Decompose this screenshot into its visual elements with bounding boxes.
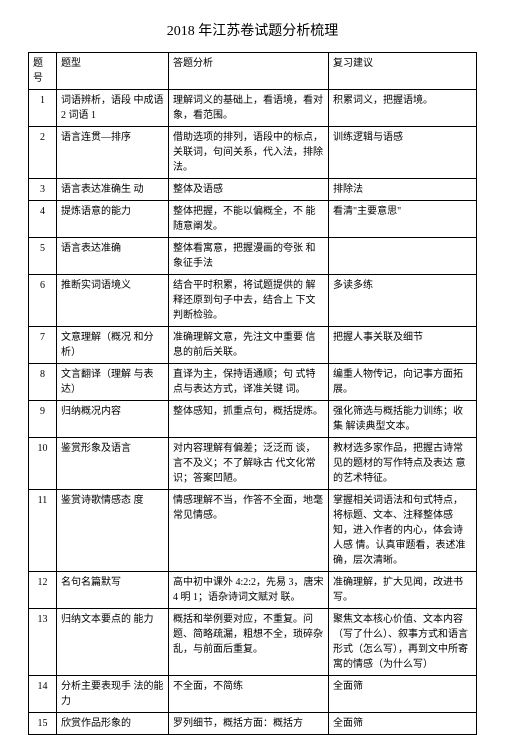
cell-type: 推断实词语境义 xyxy=(57,275,169,327)
cell-analysis: 准确理解文意，先注文中重要 信息的前后关联。 xyxy=(169,327,329,364)
cell-num: 10 xyxy=(29,438,57,490)
cell-analysis: 罗列细节，概括方面：概括方 xyxy=(169,713,329,735)
cell-type: 名句名篇默写 xyxy=(57,572,169,609)
cell-analysis: 情感理解不当，作答不全面，地毫常见情感。 xyxy=(169,490,329,572)
cell-analysis: 直译为主，保持语通顺；句 式特点与表达方式，译准关键 词。 xyxy=(169,364,329,401)
cell-advice: 排除法 xyxy=(329,179,477,201)
table-row: 5语言表达准确整体看寓意，把握漫画的夸张 和象征手法 xyxy=(29,238,477,275)
table-row: 6推断实词语境义结合平时积累，将试题提供的 解释还原到句子中去，结合上 下文判断… xyxy=(29,275,477,327)
cell-advice: 全面筛 xyxy=(329,713,477,735)
cell-type: 分析主要表现手 法的能力 xyxy=(57,676,169,713)
table-row: 3语言表达准确生 动整体及语感排除法 xyxy=(29,179,477,201)
cell-num: 8 xyxy=(29,364,57,401)
cell-advice: 准确理解，扩大见闻，改进书写。 xyxy=(329,572,477,609)
table-header-row: 题号 题型 答题分析 复习建议 xyxy=(29,53,477,90)
cell-num: 15 xyxy=(29,713,57,735)
table-row: 13归纳文本要点的 能力概括和举例要对应，不重复。问题、简略疏漏，粗想不全，琐碎… xyxy=(29,609,477,676)
cell-num: 14 xyxy=(29,676,57,713)
cell-advice: 全面筛 xyxy=(329,676,477,713)
cell-num: 7 xyxy=(29,327,57,364)
header-analysis: 答题分析 xyxy=(169,53,329,90)
cell-num: 12 xyxy=(29,572,57,609)
cell-analysis: 整体把握，不能以偏概全，不 能随意阐发。 xyxy=(169,201,329,238)
cell-analysis: 理解词义的基础上，看语境，看对象，看范围。 xyxy=(169,90,329,127)
cell-analysis: 概括和举例要对应，不重复。问题、简略疏漏，粗想不全，琐碎杂乱，与前面后重复。 xyxy=(169,609,329,676)
table-row: 7文意理解（概况 和分析）准确理解文意，先注文中重要 信息的前后关联。把握人事关… xyxy=(29,327,477,364)
table-row: 8文言翻译（理解 与表达）直译为主，保持语通顺；句 式特点与表达方式，译准关键 … xyxy=(29,364,477,401)
cell-type: 归纳文本要点的 能力 xyxy=(57,609,169,676)
cell-advice: 多读多练 xyxy=(329,275,477,327)
cell-analysis: 整体看寓意，把握漫画的夸张 和象征手法 xyxy=(169,238,329,275)
table-row: 11鉴赏诗歌情感态 度情感理解不当，作答不全面，地毫常见情感。掌握相关词语法和句… xyxy=(29,490,477,572)
table-row: 2语言连贯—排序借助选项的排列，语段中的标点，关联词，句间关系，代入法，排除法。… xyxy=(29,127,477,179)
table-row: 9归纳概况内容整体感知，抓重点句，概括提炼。强化筛选与概括能力训练；收集 解读典… xyxy=(29,401,477,438)
cell-num: 2 xyxy=(29,127,57,179)
cell-type: 鉴赏诗歌情感态 度 xyxy=(57,490,169,572)
cell-analysis: 借助选项的排列，语段中的标点，关联词，句间关系，代入法，排除法。 xyxy=(169,127,329,179)
cell-advice: 掌握相关词语法和句式特点，将标题、文本、注释整体感知，进入作者的内心，体会诗人感… xyxy=(329,490,477,572)
cell-num: 3 xyxy=(29,179,57,201)
cell-analysis: 结合平时积累，将试题提供的 解释还原到句子中去，结合上 下文判断检验。 xyxy=(169,275,329,327)
cell-advice xyxy=(329,238,477,275)
cell-num: 9 xyxy=(29,401,57,438)
cell-advice: 训练逻辑与语感 xyxy=(329,127,477,179)
header-num: 题号 xyxy=(29,53,57,90)
cell-num: 13 xyxy=(29,609,57,676)
cell-num: 5 xyxy=(29,238,57,275)
cell-type: 文言翻译（理解 与表达） xyxy=(57,364,169,401)
cell-type: 鉴赏形象及语言 xyxy=(57,438,169,490)
cell-type: 语言表达准确生 动 xyxy=(57,179,169,201)
cell-type: 欣赏作品形象的 xyxy=(57,713,169,735)
table-row: 10鉴赏形象及语言对内容理解有偏差；泛泛而 谈，言不及义；不了解咏古 代文化常识… xyxy=(29,438,477,490)
header-type: 题型 xyxy=(57,53,169,90)
cell-advice: 强化筛选与概括能力训练；收集 解读典型文本。 xyxy=(329,401,477,438)
cell-advice: 把握人事关联及细节 xyxy=(329,327,477,364)
cell-analysis: 不全面，不简练 xyxy=(169,676,329,713)
cell-type: 文意理解（概况 和分析） xyxy=(57,327,169,364)
cell-type: 语言表达准确 xyxy=(57,238,169,275)
cell-advice: 看清"主要意思" xyxy=(329,201,477,238)
cell-num: 4 xyxy=(29,201,57,238)
cell-type: 语言连贯—排序 xyxy=(57,127,169,179)
cell-num: 6 xyxy=(29,275,57,327)
header-advice: 复习建议 xyxy=(329,53,477,90)
cell-advice: 教材选多家作品，把握古诗常 见的题材的写作特点及表达 意的艺术特征。 xyxy=(329,438,477,490)
table-row: 15欣赏作品形象的罗列细节，概括方面：概括方全面筛 xyxy=(29,713,477,735)
cell-advice: 编重人物传记，向记事方面拓 展。 xyxy=(329,364,477,401)
page-title: 2018 年江苏卷试题分析梳理 xyxy=(28,20,477,40)
analysis-table: 题号 题型 答题分析 复习建议 1词语辨析，语段 中成语 2 词语 1理解词义的… xyxy=(28,52,477,735)
cell-analysis: 高中初中课外 4:2:2，先易 3，唐宋 4 明 1；语杂诗词文赋对 联。 xyxy=(169,572,329,609)
cell-advice: 积累词义，把握语境。 xyxy=(329,90,477,127)
cell-analysis: 整体及语感 xyxy=(169,179,329,201)
table-row: 12名句名篇默写高中初中课外 4:2:2，先易 3，唐宋 4 明 1；语杂诗词文… xyxy=(29,572,477,609)
table-row: 1词语辨析，语段 中成语 2 词语 1理解词义的基础上，看语境，看对象，看范围。… xyxy=(29,90,477,127)
table-row: 4提炼语意的能力整体把握，不能以偏概全，不 能随意阐发。看清"主要意思" xyxy=(29,201,477,238)
cell-analysis: 对内容理解有偏差；泛泛而 谈，言不及义；不了解咏古 代文化常识；答案凹陋。 xyxy=(169,438,329,490)
cell-num: 11 xyxy=(29,490,57,572)
table-row: 14分析主要表现手 法的能力不全面，不简练全面筛 xyxy=(29,676,477,713)
cell-analysis: 整体感知，抓重点句，概括提炼。 xyxy=(169,401,329,438)
cell-type: 提炼语意的能力 xyxy=(57,201,169,238)
cell-type: 归纳概况内容 xyxy=(57,401,169,438)
cell-type: 词语辨析，语段 中成语 2 词语 1 xyxy=(57,90,169,127)
cell-num: 1 xyxy=(29,90,57,127)
cell-advice: 聚焦文本核心价值、文本内容（写了什么）、叙事方式和语言形式（怎么写），再到文中所… xyxy=(329,609,477,676)
